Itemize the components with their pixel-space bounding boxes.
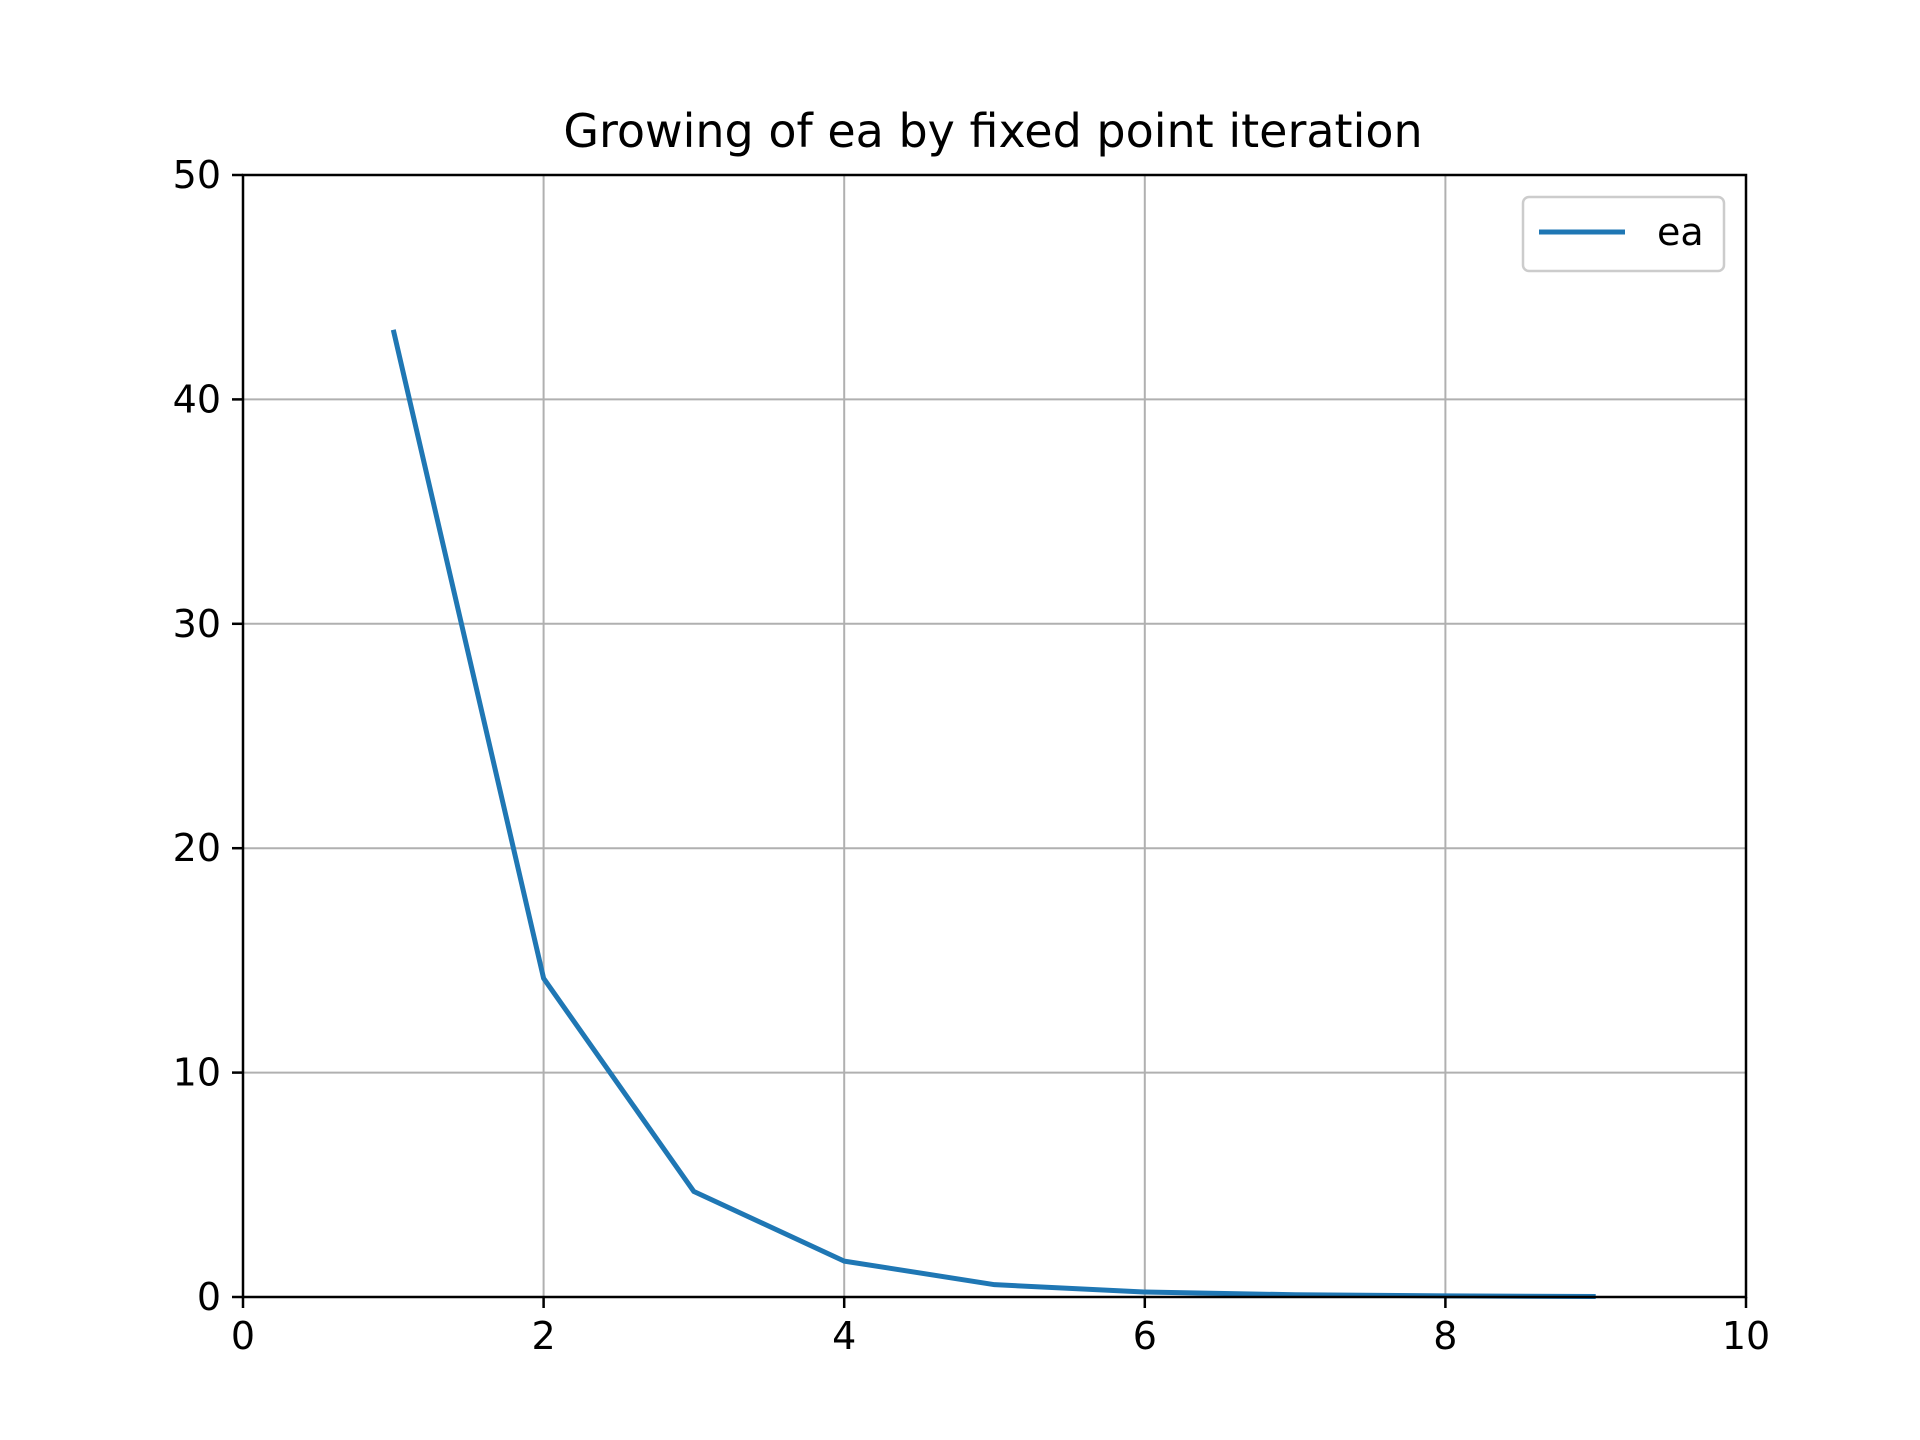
x-tick-label-4: 8	[1433, 1314, 1457, 1358]
y-tick-label-5: 50	[173, 153, 221, 197]
x-tick-label-5: 10	[1722, 1314, 1770, 1358]
y-tick-label-0: 0	[197, 1275, 221, 1319]
x-tick-label-0: 0	[231, 1314, 255, 1358]
y-tick-label-3: 30	[173, 602, 221, 646]
grid-lines	[242, 174, 1747, 1298]
axis-ticks: 0 2 4 6 8 10 0 10 20 30 40 50	[173, 153, 1771, 1358]
x-tick-label-1: 2	[532, 1314, 556, 1358]
x-tick-label-2: 4	[832, 1314, 856, 1358]
y-tick-label-2: 20	[173, 826, 221, 870]
legend: ea	[1521, 195, 1726, 273]
x-tick-label-3: 6	[1133, 1314, 1157, 1358]
y-tick-label-4: 40	[173, 377, 221, 421]
plot-frame	[241, 173, 1748, 1299]
y-tick-label-1: 10	[173, 1051, 221, 1095]
series-layer	[390, 329, 1596, 1300]
legend-label-ea: ea	[1657, 210, 1704, 254]
chart-title: Growing of ea by fixed point iteration	[563, 104, 1422, 158]
series-line-ea	[390, 329, 1596, 1300]
